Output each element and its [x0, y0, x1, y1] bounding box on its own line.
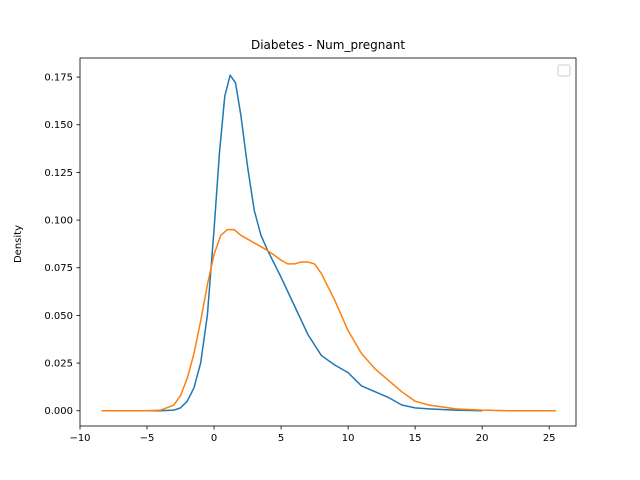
- x-tick-label: 0: [211, 433, 217, 444]
- x-tick-label: 20: [476, 433, 489, 444]
- y-tick-label: 0.150: [44, 120, 73, 131]
- y-tick-label: 0.125: [44, 168, 73, 179]
- y-tick-label: 0.050: [44, 311, 73, 322]
- y-tick-label: 0.175: [44, 73, 73, 84]
- plot-area: −10 −5 0 5 10 15 20 25 0.000 0.025 0.050 0.075 0.100…: [44, 57, 577, 444]
- x-tick-label: 15: [409, 433, 422, 444]
- plot-frame: [79, 57, 577, 427]
- legend-box: [557, 64, 571, 77]
- x-tick-label: 5: [278, 433, 284, 444]
- x-tick-label: 10: [342, 433, 355, 444]
- y-tick-label: 0.075: [44, 263, 73, 274]
- y-tick-label: 0.000: [44, 406, 73, 417]
- chart-title: Diabetes - Num_pregnant: [251, 38, 405, 52]
- x-tick-label: −10: [69, 433, 90, 444]
- x-tick-label: 25: [543, 433, 556, 444]
- series-line-2: [101, 228, 556, 412]
- x-tick-label: −5: [140, 433, 155, 444]
- y-tick-label: 0.100: [44, 216, 73, 227]
- series-line-1: [128, 74, 483, 412]
- y-tick-label: 0.025: [44, 359, 73, 370]
- y-axis-label: Density: [13, 225, 24, 263]
